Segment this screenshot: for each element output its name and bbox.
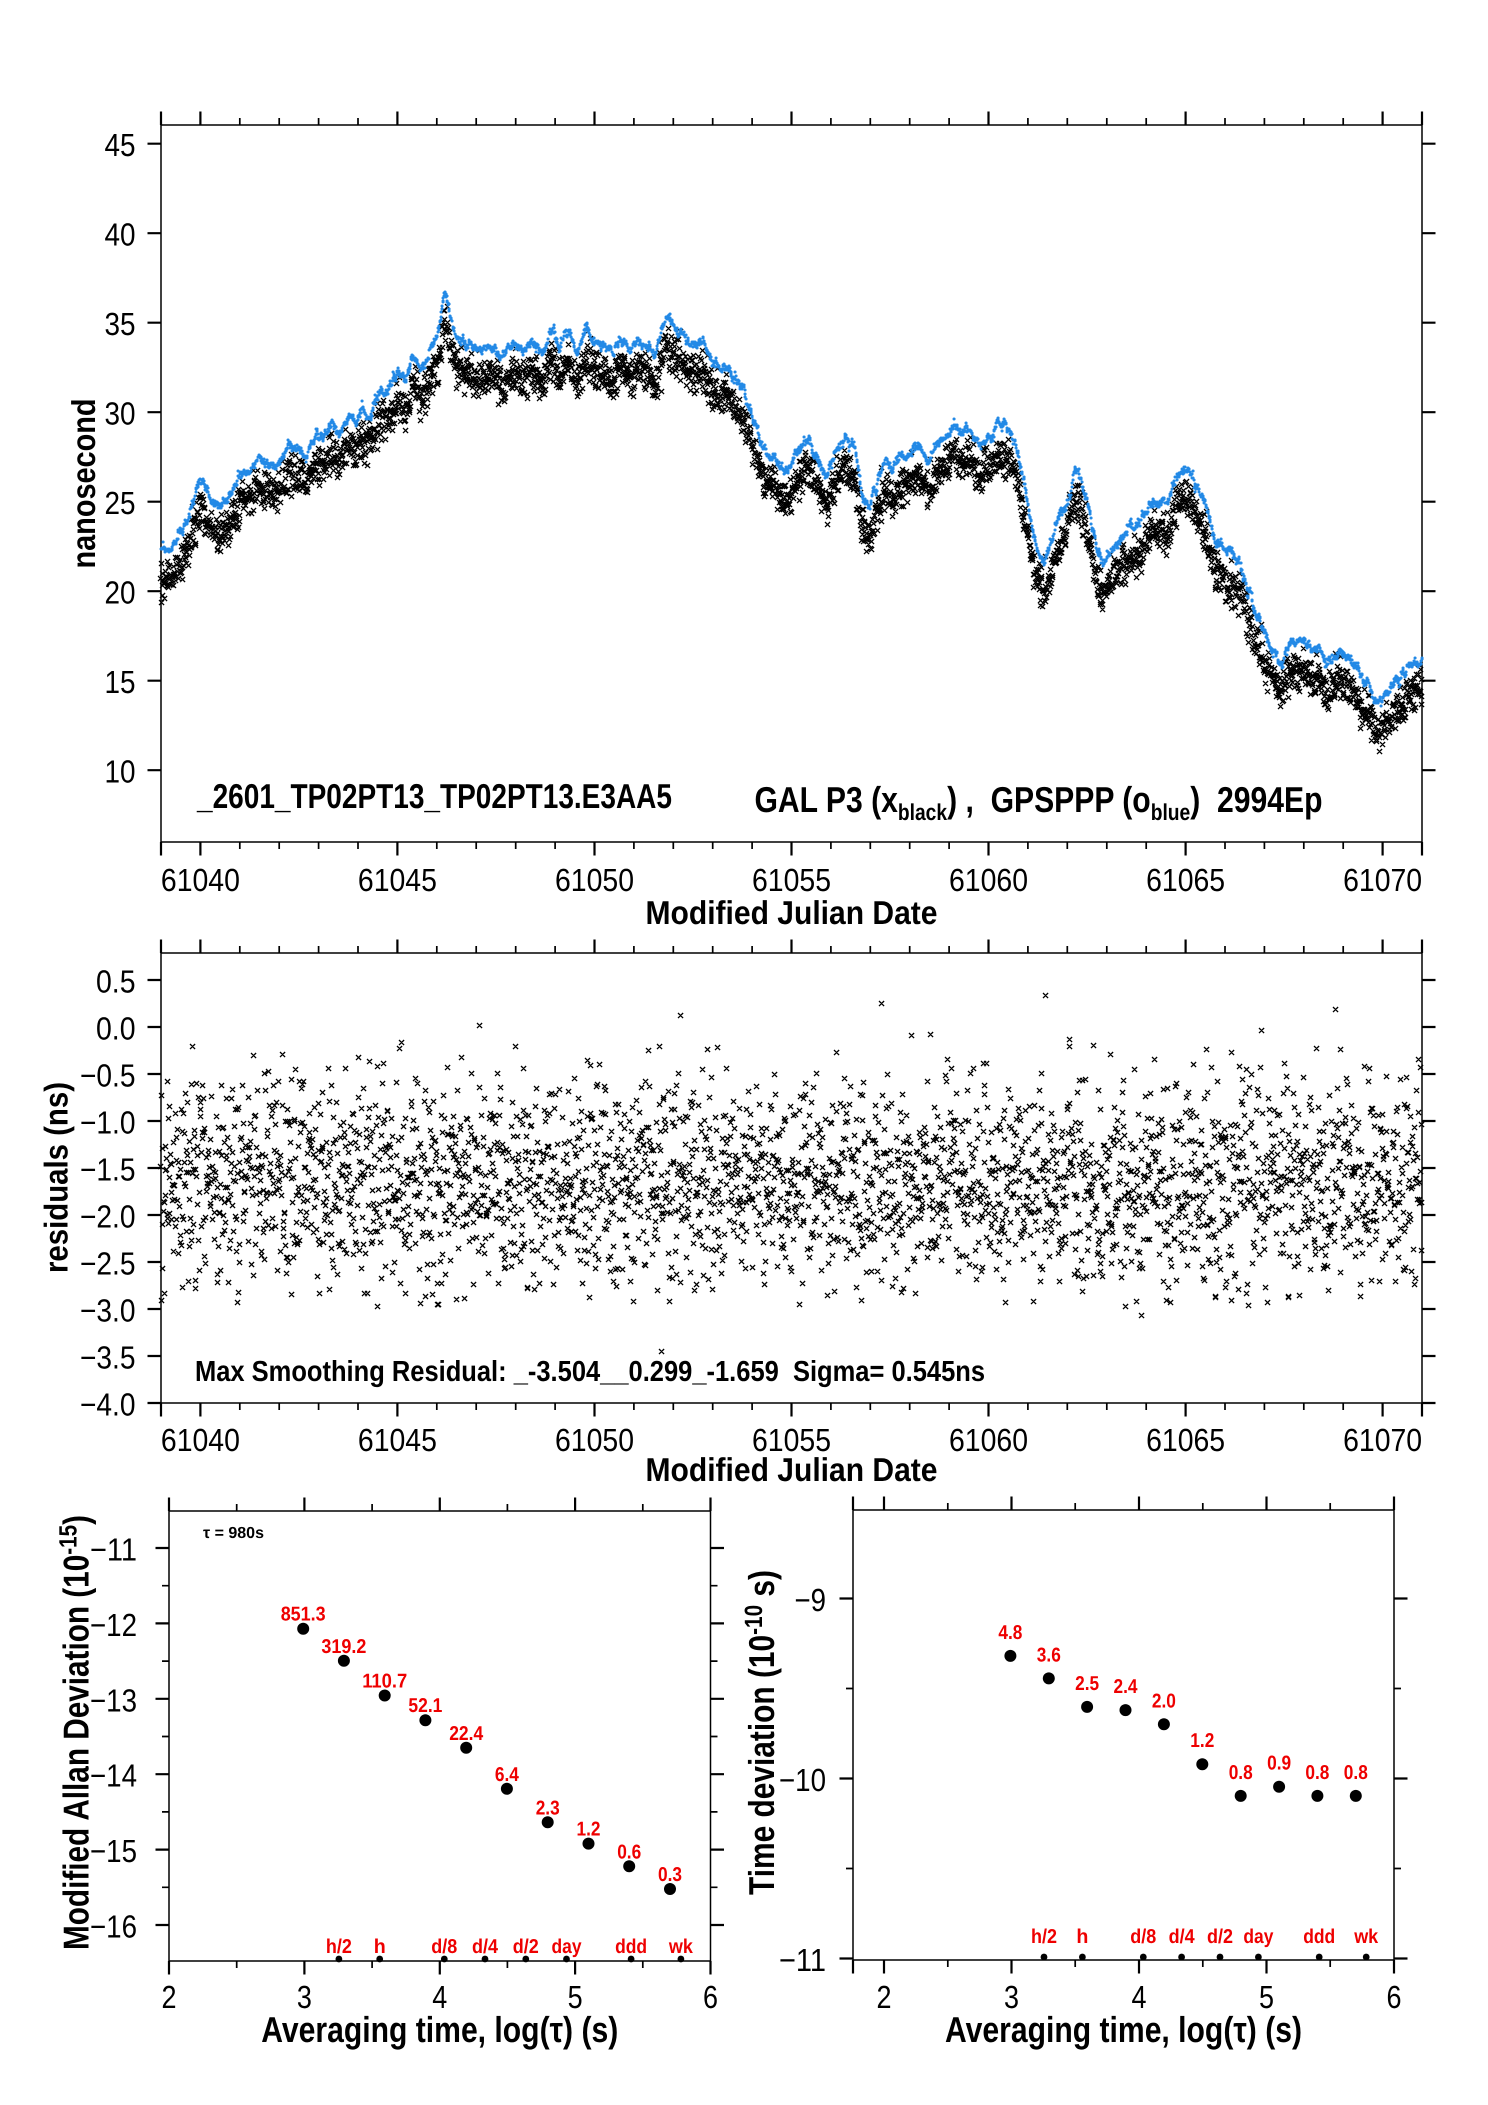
svg-text:τ = 980s: τ = 980s [203, 1525, 264, 1542]
svg-text:4: 4 [432, 1979, 447, 2015]
svg-text:day: day [552, 1936, 583, 1958]
svg-text:61065: 61065 [1146, 862, 1225, 898]
svg-text:−16: −16 [90, 1909, 137, 1945]
svg-text:5: 5 [1259, 1979, 1274, 2015]
svg-text:2.0: 2.0 [1152, 1690, 1176, 1712]
svg-text:0.9: 0.9 [1267, 1753, 1291, 1775]
svg-text:Modified Julian Date: Modified Julian Date [646, 894, 938, 931]
svg-text:6: 6 [703, 1979, 718, 2015]
svg-text:4.8: 4.8 [998, 1622, 1022, 1644]
svg-text:−13: −13 [90, 1682, 137, 1718]
svg-text:ddd: ddd [1303, 1926, 1335, 1948]
svg-text:1.2: 1.2 [577, 1819, 601, 1841]
svg-text:45: 45 [105, 127, 136, 163]
svg-text:h/2: h/2 [326, 1936, 352, 1958]
svg-text:110.7: 110.7 [362, 1671, 407, 1693]
svg-text:61050: 61050 [555, 1422, 634, 1458]
svg-text:2: 2 [162, 1979, 177, 2015]
svg-text:d/8: d/8 [1130, 1926, 1156, 1948]
svg-text:−11: −11 [779, 1942, 826, 1978]
svg-text:61060: 61060 [949, 862, 1028, 898]
svg-text:0.0: 0.0 [96, 1010, 136, 1046]
svg-text:residuals (ns): residuals (ns) [38, 1082, 75, 1273]
svg-text:0.6: 0.6 [617, 1841, 641, 1863]
svg-text:−2.0: −2.0 [80, 1198, 136, 1234]
svg-text:h: h [374, 1936, 386, 1958]
svg-text:−1.5: −1.5 [80, 1151, 136, 1187]
svg-text:−3.5: −3.5 [80, 1339, 136, 1375]
svg-text:d/4: d/4 [472, 1936, 499, 1958]
svg-text:d/4: d/4 [1169, 1926, 1196, 1948]
svg-text:851.3: 851.3 [281, 1604, 326, 1626]
svg-text:61060: 61060 [949, 1422, 1028, 1458]
svg-text:4: 4 [1132, 1979, 1147, 2015]
svg-text:wk: wk [1353, 1926, 1379, 1948]
svg-text:61045: 61045 [358, 862, 437, 898]
svg-text:−3.0: −3.0 [80, 1292, 136, 1328]
svg-text:0.8: 0.8 [1229, 1762, 1253, 1784]
svg-text:Max Smoothing Residual: _-3.50: Max Smoothing Residual: _-3.504__0.299_-… [195, 1356, 985, 1388]
svg-text:61040: 61040 [161, 1422, 240, 1458]
svg-text:d/8: d/8 [431, 1936, 457, 1958]
svg-text:25: 25 [105, 485, 136, 521]
svg-text:3: 3 [297, 1979, 312, 2015]
svg-text:d/2: d/2 [1207, 1926, 1233, 1948]
svg-text:day: day [1243, 1926, 1274, 1948]
svg-text:−1.0: −1.0 [80, 1104, 136, 1140]
svg-text:0.5: 0.5 [96, 963, 136, 999]
svg-text:ddd: ddd [615, 1936, 647, 1958]
svg-text:61070: 61070 [1343, 862, 1422, 898]
svg-text:2.5: 2.5 [1075, 1673, 1099, 1695]
svg-text:61055: 61055 [752, 1422, 831, 1458]
svg-text:nanosecond: nanosecond [65, 399, 102, 569]
svg-text:1.2: 1.2 [1190, 1730, 1214, 1752]
svg-text:_2601_TP02PT13_TP02PT13.E3AA5: _2601_TP02PT13_TP02PT13.E3AA5 [196, 778, 672, 816]
svg-text:0.3: 0.3 [658, 1864, 682, 1886]
svg-text:0.8: 0.8 [1305, 1762, 1329, 1784]
svg-text:−2.5: −2.5 [80, 1245, 136, 1281]
svg-text:2.4: 2.4 [1114, 1676, 1139, 1698]
svg-text:61050: 61050 [555, 862, 634, 898]
svg-text:10: 10 [105, 754, 136, 790]
svg-text:22.4: 22.4 [449, 1723, 484, 1745]
svg-text:6: 6 [1387, 1979, 1402, 2015]
svg-text:−12: −12 [90, 1607, 137, 1643]
svg-text:Averaging time, log(τ) (s): Averaging time, log(τ) (s) [261, 2009, 618, 2050]
svg-text:h/2: h/2 [1031, 1926, 1057, 1948]
svg-text:30: 30 [105, 396, 136, 432]
svg-text:319.2: 319.2 [321, 1636, 366, 1658]
svg-text:Modified Allan Deviation (10-1: Modified Allan Deviation (10-15) [55, 1515, 97, 1950]
svg-text:Modified Julian Date: Modified Julian Date [646, 1451, 938, 1488]
svg-text:61070: 61070 [1343, 1422, 1422, 1458]
svg-text:0.8: 0.8 [1344, 1762, 1368, 1784]
svg-text:−4.0: −4.0 [80, 1386, 136, 1422]
svg-text:20: 20 [105, 575, 136, 611]
svg-text:2: 2 [877, 1979, 892, 2015]
svg-text:−14: −14 [90, 1758, 137, 1794]
svg-text:61065: 61065 [1146, 1422, 1225, 1458]
svg-text:−0.5: −0.5 [80, 1057, 136, 1093]
svg-text:40: 40 [105, 217, 136, 253]
svg-text:−15: −15 [90, 1833, 137, 1869]
svg-text:52.1: 52.1 [408, 1695, 442, 1717]
svg-text:61045: 61045 [358, 1422, 437, 1458]
svg-text:GAL P3 (xblack) , GPSPPP (obl: GAL P3 (xblack) , GPSPPP (oblue) 2994Ep [755, 779, 1323, 825]
svg-text:6.4: 6.4 [495, 1764, 520, 1786]
svg-text:d/2: d/2 [513, 1936, 539, 1958]
svg-text:wk: wk [668, 1936, 694, 1958]
svg-text:15: 15 [105, 664, 136, 700]
svg-text:−11: −11 [90, 1532, 137, 1568]
svg-text:2.3: 2.3 [536, 1797, 560, 1819]
svg-text:61055: 61055 [752, 862, 831, 898]
svg-text:3: 3 [1004, 1979, 1019, 2015]
svg-text:h: h [1076, 1926, 1088, 1948]
svg-text:−9: −9 [795, 1582, 827, 1618]
svg-text:−10: −10 [779, 1762, 826, 1798]
svg-text:35: 35 [105, 306, 136, 342]
svg-text:Averaging time, log(τ) (s): Averaging time, log(τ) (s) [945, 2009, 1302, 2050]
svg-text:3.6: 3.6 [1037, 1644, 1061, 1666]
svg-text:61040: 61040 [161, 862, 240, 898]
svg-text:5: 5 [568, 1979, 583, 2015]
